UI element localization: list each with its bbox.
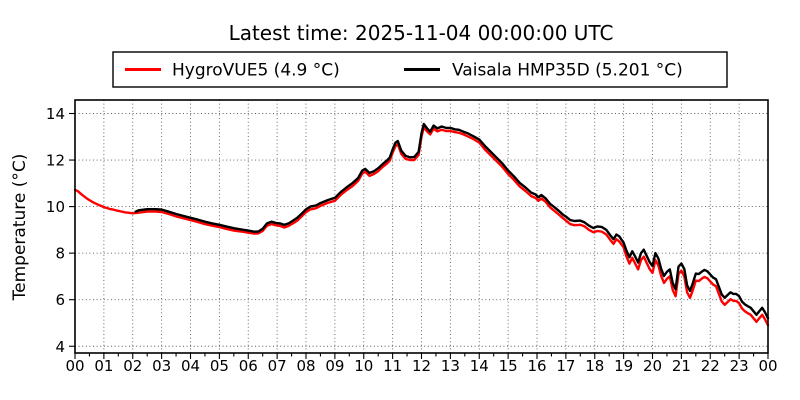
x-tick-label: 02: [123, 357, 142, 375]
y-tick-label: 12: [46, 152, 65, 170]
y-axis-label: Temperature (°C): [10, 154, 30, 302]
x-tick-label: 04: [181, 357, 200, 375]
legend-label-hygrovue5: HygroVUE5 (4.9 °C): [172, 61, 340, 81]
x-tick-label: 23: [730, 357, 749, 375]
y-tick-label: 6: [55, 291, 65, 309]
x-tick-label: 11: [383, 357, 402, 375]
x-tick-label: 07: [268, 357, 287, 375]
x-tick-label: 17: [556, 357, 575, 375]
x-tick-label: 01: [94, 357, 113, 375]
x-tick-label: 14: [470, 357, 489, 375]
chart-legend: HygroVUE5 (4.9 °C) Vaisala HMP35D (5.201…: [112, 51, 728, 88]
legend-label-vaisala: Vaisala HMP35D (5.201 °C): [452, 61, 683, 81]
x-tick-label: 03: [152, 357, 171, 375]
plot-area: 00 01 02 03 04 05 06 07 08 09 10 11 12 13 14 15 16 17 18 19…: [46, 99, 778, 375]
x-tick-label: 20: [643, 357, 662, 375]
y-tick-label: 8: [55, 245, 65, 263]
x-tick-label: 08: [296, 357, 315, 375]
x-tick-label: 16: [527, 357, 546, 375]
x-tick-label: 15: [499, 357, 518, 375]
x-tick-label: 09: [325, 357, 344, 375]
x-tick-label: 18: [585, 357, 604, 375]
x-tick-label: 12: [412, 357, 431, 375]
x-tick-label: 00: [65, 357, 84, 375]
x-tick-label: 06: [239, 357, 258, 375]
x-tick-label: 05: [210, 357, 229, 375]
x-tick-label: 22: [701, 357, 720, 375]
series-line-0: [73, 125, 770, 327]
chart-title: Latest time: 2025-11-04 00:00:00 UTC: [229, 21, 614, 45]
series-line-1: [134, 122, 770, 320]
x-tick-label: 10: [354, 357, 373, 375]
x-tick-label: 21: [672, 357, 691, 375]
y-tick-label: 14: [46, 105, 65, 123]
x-tick-label: 00: [758, 357, 777, 375]
y-tick-label: 10: [46, 198, 65, 216]
x-tick-label: 13: [441, 357, 460, 375]
x-tick-label: 19: [614, 357, 633, 375]
y-tick-label: 4: [55, 338, 65, 356]
